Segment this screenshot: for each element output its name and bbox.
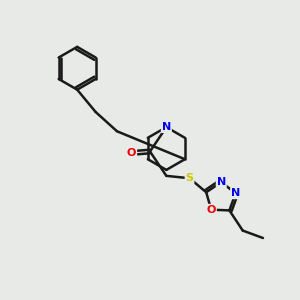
Text: N: N bbox=[162, 122, 171, 132]
Text: O: O bbox=[206, 205, 216, 215]
Text: N: N bbox=[231, 188, 240, 198]
Text: S: S bbox=[185, 173, 194, 183]
Text: O: O bbox=[127, 148, 136, 158]
Text: N: N bbox=[217, 177, 226, 187]
